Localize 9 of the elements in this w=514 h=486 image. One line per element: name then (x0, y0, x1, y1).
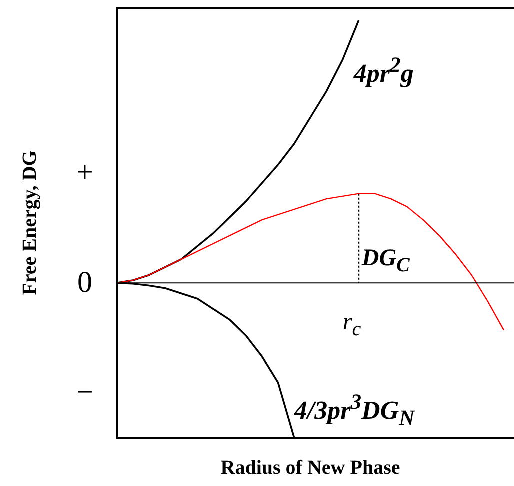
y-axis-title: Free Energy, DG (19, 150, 41, 296)
text: + (76, 156, 94, 190)
text: − (76, 376, 94, 410)
series-label: 4/3pr$^{3}$DG$_{N}$ (294, 390, 415, 430)
series-label: 4pr$^{2}$g (354, 52, 414, 88)
text: 0 (78, 266, 92, 300)
annotation: DG$_{C}$ (362, 246, 410, 276)
x-axis-title: Radius of New Phase (220, 457, 400, 479)
annotation: r$_{c}$ (342, 310, 362, 340)
